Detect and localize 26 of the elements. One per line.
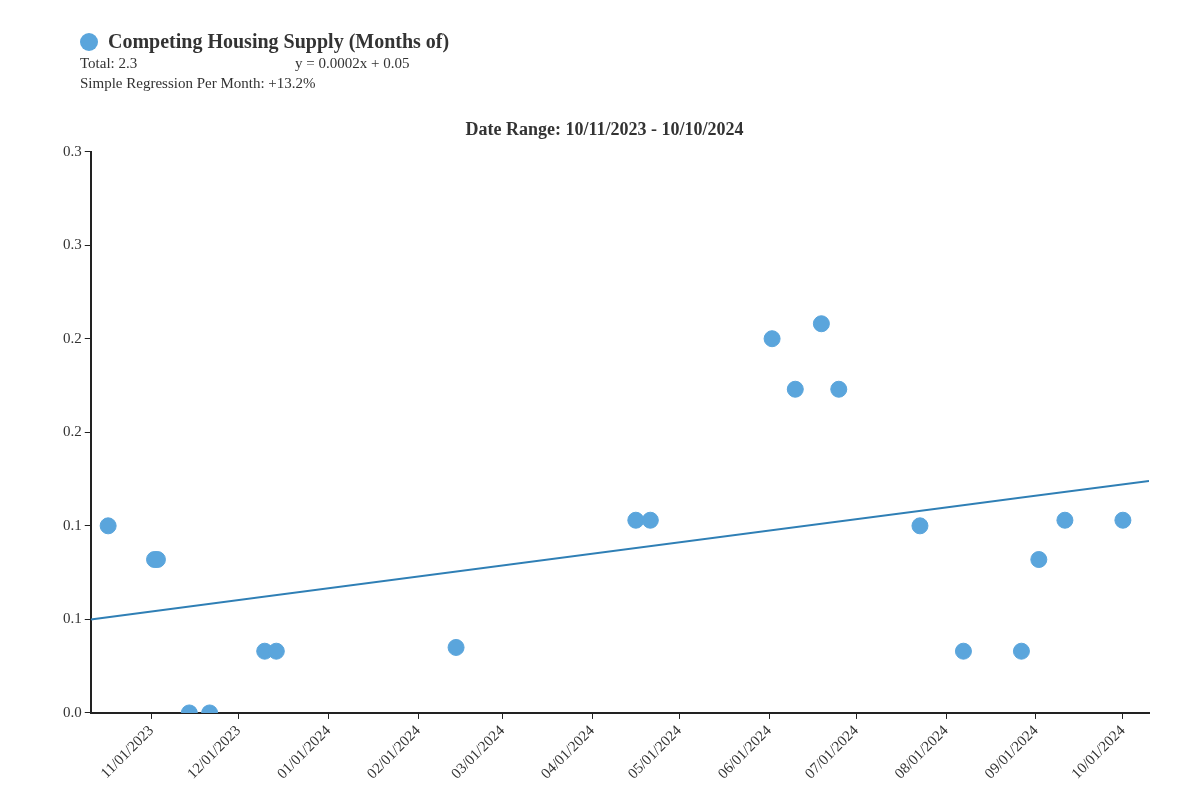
point <box>954 642 972 660</box>
y-tick-label: 0.1 <box>63 516 82 533</box>
point <box>641 511 659 529</box>
point <box>1056 511 1074 529</box>
point <box>1012 642 1030 660</box>
point <box>627 511 645 529</box>
text: y = 0.0002x + 0.05 <box>295 55 410 72</box>
point <box>812 315 830 333</box>
text: Total: 2.3 <box>80 55 138 72</box>
text: Simple Regression Per Month: +13.2% <box>80 75 316 92</box>
y-tick-label: 0.1 <box>63 610 82 627</box>
point <box>911 517 929 535</box>
y-tick-label: 0.3 <box>63 142 82 159</box>
legend-label: Competing Housing Supply (Months of) <box>108 30 450 53</box>
point <box>447 638 465 656</box>
y-tick-label: 0.2 <box>63 423 82 440</box>
point <box>830 380 848 398</box>
y-tick-label: 0.3 <box>63 236 82 253</box>
point <box>99 517 117 535</box>
point <box>1030 551 1048 569</box>
y-tick-label: 0.2 <box>63 329 82 346</box>
point <box>1114 511 1132 529</box>
point <box>786 380 804 398</box>
point <box>763 330 781 348</box>
y-tick-label: 0.0 <box>63 703 82 720</box>
chart-title: Date Range: 10/11/2023 - 10/10/2024 <box>465 119 744 140</box>
